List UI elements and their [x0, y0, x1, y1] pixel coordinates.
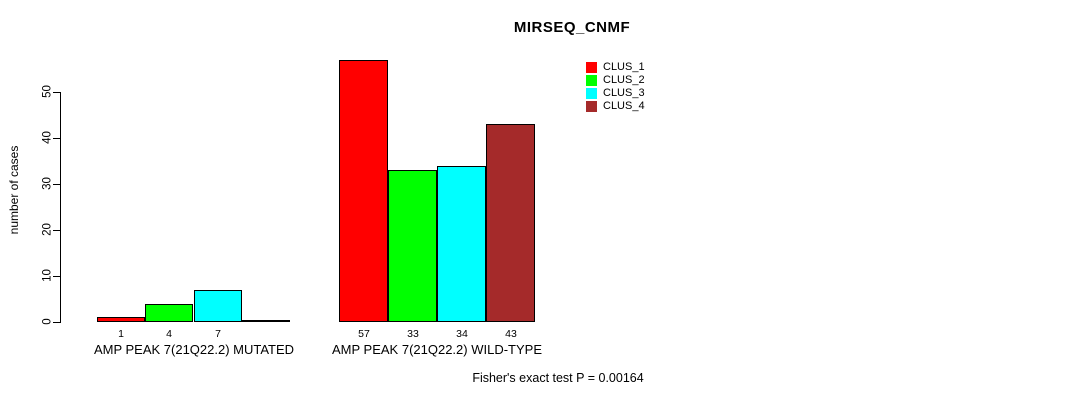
bar-clus_2: [388, 170, 437, 322]
legend-label: CLUS_4: [603, 100, 645, 112]
y-axis-tick: [53, 322, 60, 323]
bar-value-label: 43: [505, 328, 517, 340]
bar-value-label: 1: [118, 328, 124, 340]
bar-clus_2: [145, 304, 193, 322]
bar-clus_3: [194, 290, 242, 322]
bar-clus_1: [339, 60, 388, 322]
y-axis-tick: [53, 184, 60, 185]
y-axis-tick-label: 10: [41, 269, 54, 282]
y-axis-label: number of cases: [7, 145, 21, 235]
y-axis-line: [60, 92, 61, 323]
bar-value-label: 57: [358, 328, 370, 340]
legend-swatch-clus_2: [586, 75, 597, 86]
legend-label: CLUS_2: [603, 74, 645, 86]
legend-label: CLUS_3: [603, 87, 645, 99]
bar-clus_1: [97, 317, 145, 322]
y-axis-tick-label: 20: [41, 223, 54, 236]
y-axis-tick-label: 0: [41, 318, 54, 325]
bar-value-label: 33: [407, 328, 419, 340]
y-axis-tick: [53, 276, 60, 277]
bar-value-label: 7: [215, 328, 221, 340]
y-axis-tick-label: 30: [41, 177, 54, 190]
legend-swatch-clus_3: [586, 88, 597, 99]
y-axis-tick: [53, 138, 60, 139]
y-axis-tick: [53, 230, 60, 231]
legend-item: CLUS_1: [586, 62, 645, 73]
category-label-wild-type: AMP PEAK 7(21Q22.2) WILD-TYPE: [332, 342, 542, 357]
legend-item: CLUS_2: [586, 75, 645, 86]
legend-swatch-clus_4: [586, 101, 597, 112]
legend-swatch-clus_1: [586, 62, 597, 73]
legend-item: CLUS_4: [586, 101, 645, 112]
legend-label: CLUS_1: [603, 61, 645, 73]
legend: CLUS_1 CLUS_2 CLUS_3 CLUS_4: [586, 62, 645, 112]
bar-clus_4: [486, 124, 535, 322]
bar-clus_4: [242, 320, 290, 322]
category-label-mutated: AMP PEAK 7(21Q22.2) MUTATED: [93, 342, 295, 357]
bar-value-label: 4: [166, 328, 172, 340]
legend-item: CLUS_3: [586, 88, 645, 99]
y-axis-tick-label: 40: [41, 131, 54, 144]
bar-value-label: 34: [456, 328, 468, 340]
y-axis-tick: [53, 92, 60, 93]
fisher-test-annotation: Fisher's exact test P = 0.00164: [472, 371, 644, 385]
bar-clus_3: [437, 166, 486, 322]
chart-title: MIRSEQ_CNMF: [513, 19, 631, 36]
y-axis-tick-label: 50: [41, 85, 54, 98]
